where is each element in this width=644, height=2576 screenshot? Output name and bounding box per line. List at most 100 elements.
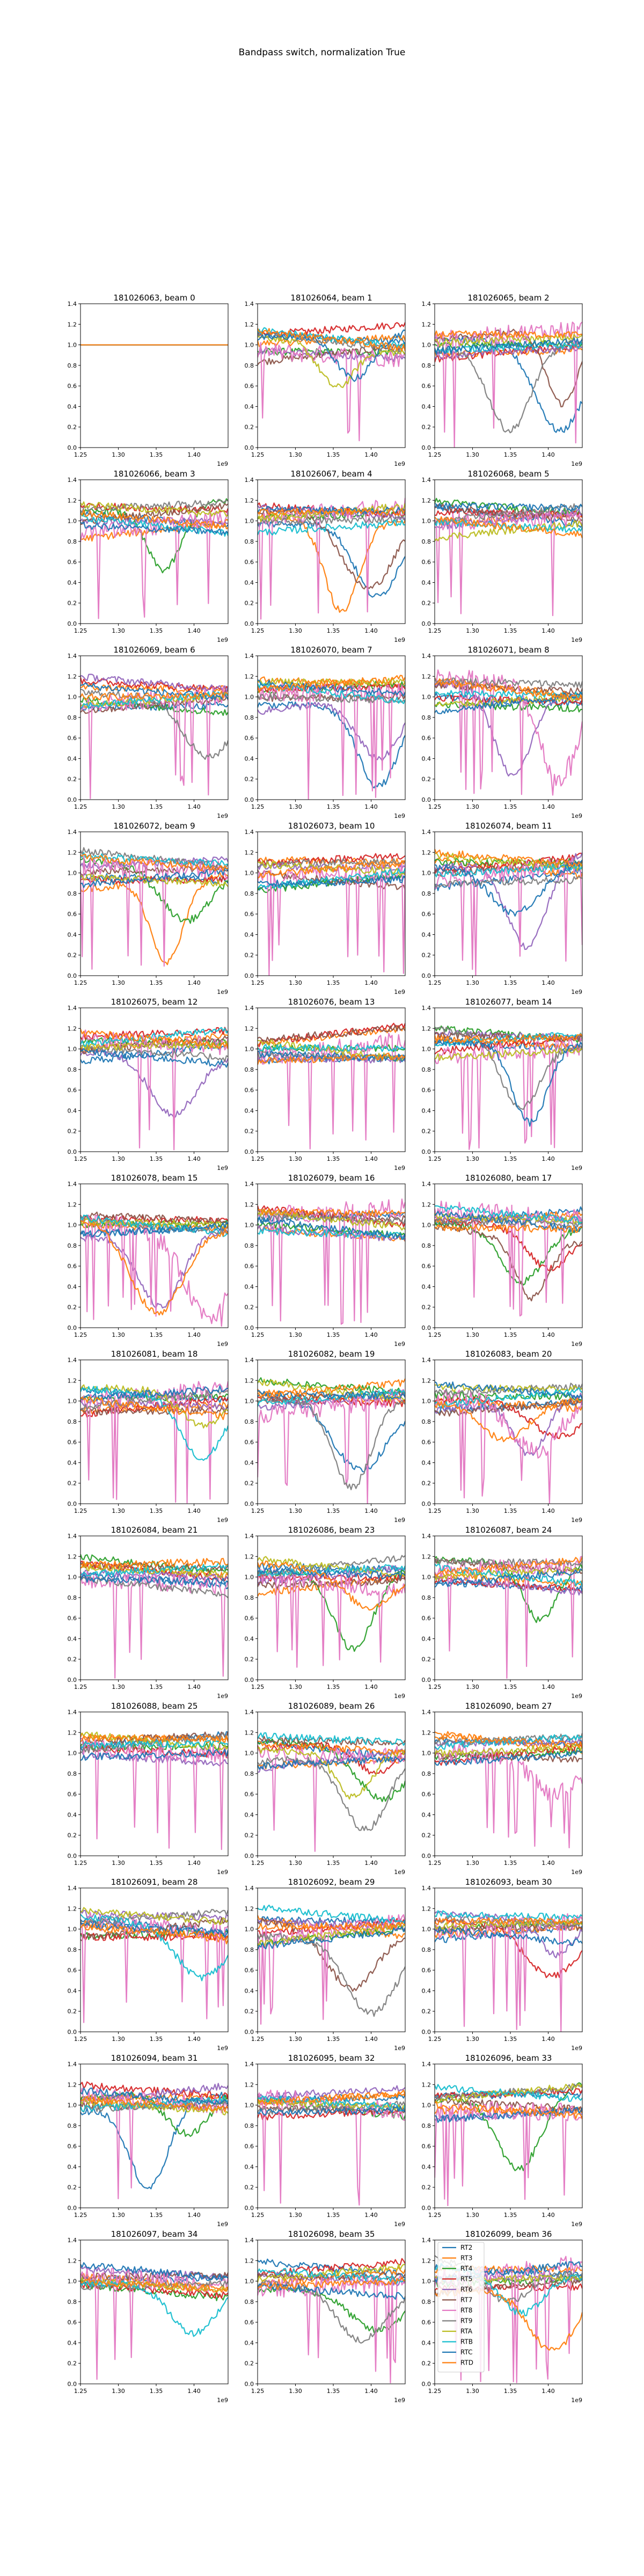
- ytick-label: 0.6: [422, 1967, 431, 1974]
- ytick-label: 1.4: [422, 653, 431, 660]
- xtick-label: 1.35: [150, 979, 163, 986]
- x-offset-label: 1e9: [571, 989, 582, 996]
- ytick-label: 0.6: [68, 2319, 77, 2326]
- ytick-label: 0.4: [422, 1459, 431, 1466]
- ytick-label: 1.4: [68, 653, 77, 660]
- ytick-label: 0.2: [245, 424, 254, 431]
- panel-24: 181026088, beam 25 0.0 0.2 0.4 0.6 0.8 1.0 1.2 1…: [68, 1701, 229, 1876]
- series-line-RTD: [258, 675, 405, 693]
- ytick-label: 1.2: [245, 849, 254, 856]
- series-line-RTD: [435, 2101, 582, 2120]
- xtick-label: 1.35: [327, 2212, 340, 2219]
- series-line-RTA: [258, 1747, 405, 1800]
- series-line-RTD: [258, 2277, 405, 2290]
- panel-14-frame: [434, 1007, 583, 1152]
- xtick-label: 1.40: [364, 979, 378, 986]
- xtick-label: 1.40: [187, 1155, 201, 1162]
- series-line-RT5: [435, 852, 582, 875]
- xtick-label: 1.35: [150, 803, 163, 810]
- xtick-label: 1.40: [541, 2036, 555, 2043]
- xtick-label: 1.35: [327, 627, 340, 634]
- xtick-label: 1.35: [150, 2388, 163, 2395]
- series-line-RT7: [80, 1406, 228, 1416]
- panel-34: 181026098, beam 35 0.0 0.2 0.4 0.6 0.8 1.0 1.2 1…: [245, 2229, 406, 2404]
- panel-20-frame: [434, 1359, 583, 1504]
- xtick-label: 1.35: [504, 1155, 517, 1162]
- panel-22: 181026086, beam 23 0.0 0.2 0.4 0.6 0.8 1.0 1.2 1…: [245, 1525, 406, 1700]
- xtick-label: 1.35: [327, 1155, 340, 1162]
- ytick-label: 0.6: [68, 911, 77, 918]
- ytick-label: 0.4: [68, 1283, 77, 1290]
- xtick-label: 1.35: [327, 1684, 340, 1690]
- ytick-label: 0.6: [68, 1087, 77, 1094]
- series-line-RTB: [80, 2279, 228, 2337]
- series-line-RT8: [435, 1556, 582, 1679]
- series-line-RT7: [80, 1035, 228, 1055]
- ytick-label: 0.8: [245, 1066, 254, 1073]
- xtick-label: 1.30: [466, 2388, 479, 2395]
- ytick-label: 0.8: [422, 714, 431, 721]
- ytick-label: 0.6: [422, 1439, 431, 1446]
- series-line-RT5: [435, 1034, 582, 1055]
- panel-7-title: 181026070, beam 7: [290, 645, 372, 655]
- x-offset-label: 1e9: [571, 460, 582, 467]
- ytick-label: 1.4: [422, 301, 431, 308]
- series-line-RT8: [435, 510, 582, 617]
- series-line-RT8: [435, 1037, 582, 1150]
- xtick-label: 1.30: [466, 979, 479, 986]
- ytick-label: 0.6: [245, 1791, 254, 1798]
- ytick-label: 0.4: [68, 2163, 77, 2170]
- series-line-RTD: [80, 1220, 228, 1316]
- series-line-RT9: [258, 1212, 405, 1225]
- ytick-label: 0.2: [245, 2184, 254, 2191]
- ytick-label: 1.4: [68, 477, 77, 484]
- x-offset-label: 1e9: [394, 2045, 405, 2052]
- series-line-RTD: [435, 1917, 582, 1926]
- ytick-label: 1.2: [422, 1377, 431, 1384]
- series-line-RT7: [80, 696, 228, 714]
- ytick-label: 1.2: [422, 1201, 431, 1208]
- ytick-label: 1.4: [422, 1181, 431, 1188]
- series-line-RTD: [258, 507, 405, 516]
- panel-32-frame: [434, 2063, 583, 2208]
- panel-22-frame: [257, 1535, 406, 1680]
- ytick-label: 0.0: [245, 796, 254, 803]
- panel-30-title: 181026094, beam 31: [111, 2053, 198, 2063]
- ytick-label: 0.2: [68, 424, 77, 431]
- ytick-label: 1.2: [68, 1905, 77, 1912]
- ytick-label: 1.0: [422, 1222, 431, 1229]
- ytick-label: 1.2: [68, 2081, 77, 2088]
- ytick-label: 0.2: [422, 600, 431, 607]
- ytick-label: 1.2: [68, 1553, 77, 1560]
- xtick-label: 1.40: [187, 2388, 201, 2395]
- ytick-label: 1.2: [68, 849, 77, 856]
- ytick-label: 0.0: [68, 2029, 77, 2036]
- series-line-RTC: [258, 1217, 405, 1240]
- panel-16-lines: [258, 1198, 405, 1325]
- ytick-label: 1.0: [68, 1046, 77, 1053]
- legend: RT2 RT3 RT4 RT5 RT6 RT7 RT8 RT9 RTA RTB RTC RTD: [437, 2242, 485, 2373]
- ytick-label: 0.2: [245, 600, 254, 607]
- xtick-label: 1.30: [112, 2212, 125, 2219]
- xtick-label: 1.40: [541, 1507, 555, 1514]
- series-line-RT8: [435, 669, 582, 796]
- series-line-RT3: [80, 1032, 228, 1054]
- panel-11-title: 181026074, beam 11: [465, 821, 552, 831]
- xtick-label: 1.30: [112, 1507, 125, 1514]
- series-line-RT4: [435, 497, 582, 516]
- x-offset-label: 1e9: [571, 1341, 582, 1348]
- xtick-label: 1.40: [187, 2036, 201, 2043]
- xtick-label: 1.30: [289, 1331, 302, 1338]
- xtick-label: 1.35: [150, 1507, 163, 1514]
- xtick-label: 1.35: [150, 1155, 163, 1162]
- ytick-label: 1.4: [245, 2061, 254, 2068]
- ytick-label: 1.2: [422, 1025, 431, 1032]
- ytick-label: 1.0: [68, 1574, 77, 1581]
- ytick-label: 0.2: [422, 2008, 431, 2015]
- ytick-label: 1.0: [422, 2278, 431, 2285]
- ytick-label: 0.0: [422, 2381, 431, 2388]
- series-line-RTD: [435, 330, 582, 339]
- ytick-label: 0.4: [422, 931, 431, 938]
- ytick-label: 0.4: [422, 403, 431, 410]
- ytick-label: 1.4: [422, 2061, 431, 2068]
